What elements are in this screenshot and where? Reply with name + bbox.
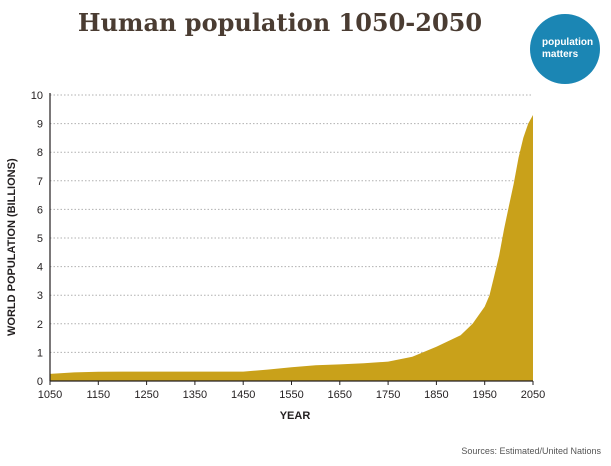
x-tick-label: 1350 [183,389,207,401]
x-tick-label: 1450 [231,389,255,401]
y-tick-label: 5 [37,233,43,245]
logo-line-2: matters [542,49,579,60]
y-tick-label: 9 [37,119,43,131]
chart-title: Human population 1050-2050 [77,8,483,37]
logo-line-1: population [542,37,594,48]
y-tick-label: 8 [37,147,43,159]
x-tick-label: 1750 [376,389,400,401]
y-tick-label: 7 [37,176,43,188]
x-axis-label: YEAR [279,410,311,422]
y-tick-label: 2 [37,319,43,331]
x-tick-label: 1950 [472,389,496,401]
x-tick-label: 1150 [86,389,110,401]
x-tick-label: 1650 [328,389,352,401]
x-tick-label: 1250 [134,389,158,401]
y-tick-label: 4 [37,262,43,274]
y-tick-label: 0 [37,376,43,388]
y-tick-label: 6 [37,204,43,216]
y-axis-label: WORLD POPULATION (BILLIONS) [6,158,18,336]
x-tick-label: 1550 [279,389,303,401]
y-tick-label: 3 [37,290,43,302]
x-tick-label: 2050 [521,389,545,401]
source-note: Sources: Estimated/United Nations [461,446,601,456]
x-tick-label: 1050 [38,389,62,401]
y-tick-label: 10 [31,90,43,102]
population-matters-logo: population matters [530,14,600,84]
population-area [50,115,533,381]
x-tick-label: 1850 [424,389,448,401]
y-tick-label: 1 [37,347,43,359]
